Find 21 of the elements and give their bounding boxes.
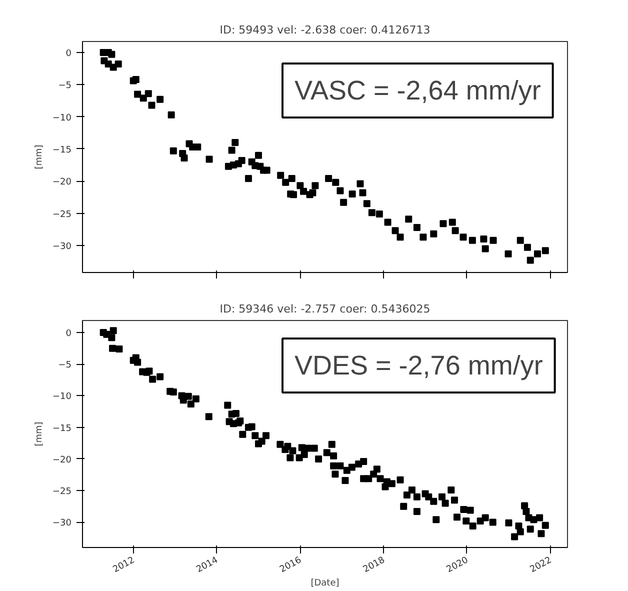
y-tick-label: −25	[52, 210, 72, 220]
y-tick-label: −20	[52, 178, 72, 188]
y-axis-title: [mm]	[34, 422, 45, 446]
y-tick-label: −5	[58, 81, 72, 92]
y-tick-label: −15	[52, 145, 72, 156]
annotation: VASC = -2,64 mm/yr	[294, 76, 541, 106]
annotation: VDES = -2,76 mm/yr	[294, 350, 543, 380]
y-tick-label: 0	[66, 48, 72, 59]
y-tick-label: −30	[52, 242, 72, 252]
y-tick-label: −15	[52, 424, 72, 434]
y-tick-label: 0	[66, 329, 72, 340]
y-tick-label: −20	[52, 455, 72, 466]
y-tick-label: −10	[52, 113, 72, 124]
y-axis-title: [mm]	[34, 144, 45, 170]
y-tick-label: −5	[58, 360, 72, 371]
y-tick-label: −10	[52, 392, 72, 402]
chart-title: ID: 59346 vel: -2.757 coer: 0.5436025	[220, 302, 430, 316]
chart-title: ID: 59493 vel: -2.638 coer: 0.4126713	[220, 24, 430, 36]
y-tick-label: −30	[52, 518, 72, 529]
y-tick-label: −25	[52, 487, 72, 498]
x-axis-title: [Date]	[310, 578, 340, 589]
